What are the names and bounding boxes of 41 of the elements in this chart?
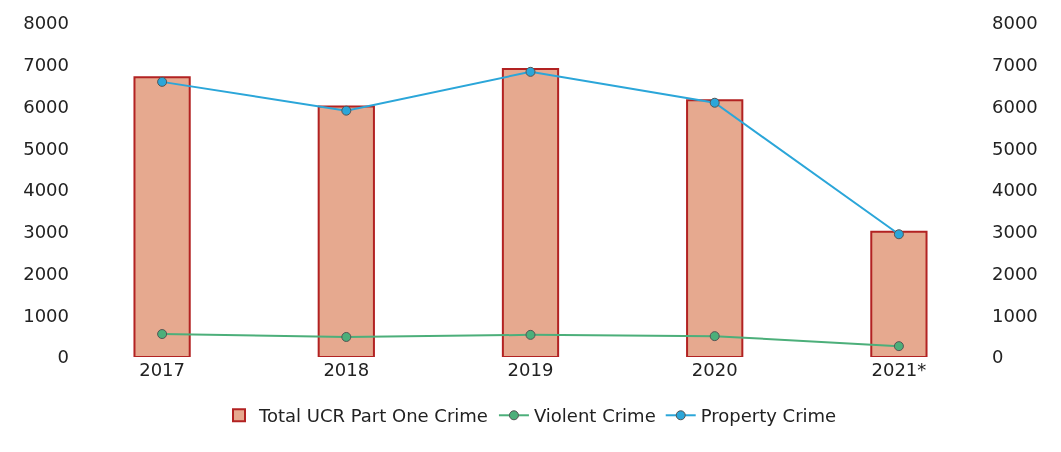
y2-tick-label: 5000	[992, 137, 1038, 159]
legend-label: Total UCR Part One Crime	[258, 405, 488, 427]
y2-tick-label: 0	[992, 346, 1004, 368]
y-tick-label: 6000	[23, 95, 69, 117]
point	[893, 229, 904, 240]
point	[525, 66, 536, 77]
y-tick-label: 0	[57, 346, 69, 368]
x-tick-label: 2017	[139, 359, 186, 380]
bar	[686, 99, 744, 357]
legend-label: Violent Crime	[533, 405, 656, 427]
y2-tick-label: 2000	[992, 262, 1038, 284]
x-tick-label: 2021*	[871, 359, 927, 380]
point	[341, 331, 352, 342]
y2-tick-label: 1000	[992, 304, 1038, 326]
bar	[501, 67, 560, 357]
y2-tick-label: 7000	[992, 54, 1038, 76]
y-tick-label: 8000	[23, 12, 69, 34]
y-tick-label: 3000	[23, 221, 69, 243]
y2-tick-label: 3000	[992, 221, 1038, 243]
y-tick-label: 2000	[23, 262, 69, 284]
y-tick-label: 4000	[23, 179, 69, 201]
legend-label: Property Crime	[700, 405, 837, 427]
point	[893, 341, 904, 352]
y-tick-label: 1000	[23, 304, 69, 326]
point	[157, 76, 168, 87]
point	[341, 105, 352, 116]
bar	[870, 230, 928, 357]
y2-tick-label: 8000	[992, 12, 1038, 34]
y-tick-label: 5000	[23, 137, 69, 159]
x-tick-label: 2019	[507, 359, 554, 380]
bar	[133, 76, 191, 357]
bar	[317, 105, 375, 357]
point	[709, 97, 720, 108]
x-tick-label: 2018	[323, 359, 370, 380]
y-tick-label: 7000	[23, 54, 69, 76]
point	[157, 329, 168, 340]
y2-tick-label: 4000	[992, 179, 1038, 201]
point	[525, 329, 536, 340]
point	[709, 331, 720, 342]
x-tick-label: 2020	[691, 359, 738, 380]
y2-tick-label: 6000	[992, 95, 1038, 117]
